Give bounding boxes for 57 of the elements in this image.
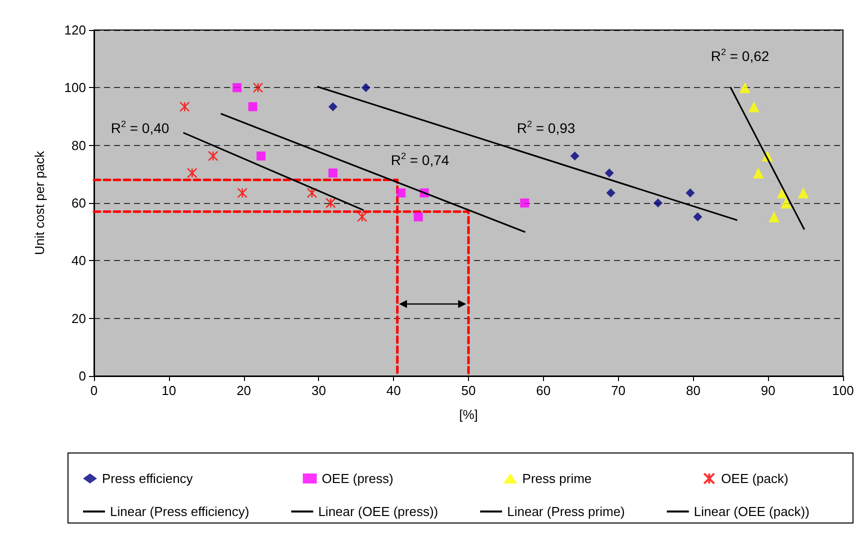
y-tick-label: 80 [72,138,86,153]
point [356,212,368,222]
point [752,168,764,179]
x-tick-label: 70 [611,383,626,398]
x-tick-label: 90 [760,383,776,398]
x-tick-label: 80 [686,383,700,398]
point [739,82,750,94]
legend-label: Press prime [522,471,592,486]
legend-label: Linear (OEE (press)) [318,504,438,519]
x-tick-label: 40 [386,383,401,398]
x-tick-label: 60 [536,383,551,398]
point [748,101,760,112]
x-tick-label: 30 [311,383,326,398]
point [768,211,780,222]
point [252,82,264,93]
point [232,83,242,92]
point [248,102,258,112]
point [256,152,266,160]
point [396,188,406,198]
point [179,102,190,112]
point [686,188,695,198]
legend-label: Press efficiency [102,471,194,486]
legend-label: OEE (pack) [721,471,788,486]
x-axis-title: [%] [459,407,478,422]
point [414,212,423,222]
x-tick-label: 50 [461,383,476,398]
point [693,212,702,222]
y-tick-label: 40 [72,253,86,268]
point [798,187,809,198]
y-tick-label: 60 [72,196,86,210]
legend-label: Linear (Press efficiency) [110,504,250,519]
x-tick-label: 0 [90,383,98,398]
legend-label: OEE (press) [322,471,394,486]
point [520,198,530,208]
point [208,150,218,162]
point [653,198,662,208]
y-tick-label: 20 [72,310,86,326]
point [328,102,338,112]
point [328,168,338,178]
y-tick-label: 100 [64,80,86,96]
point [780,198,792,208]
y-axis-title: Unit cost per pack [32,150,47,256]
x-tick-label: 20 [236,383,252,398]
legend-label: Linear (Press prime) [507,504,625,519]
point [570,152,580,160]
legend-label: Linear (OEE (pack)) [694,504,810,519]
x-tick-label: 10 [162,383,176,398]
point [237,188,248,198]
point [326,198,336,208]
x-tick-label: 100 [832,383,854,398]
y-tick-label: 120 [64,22,86,38]
point [606,188,616,198]
y-tick-label: 0 [78,368,86,384]
point [186,168,198,178]
point [361,83,370,92]
point [306,188,318,198]
point [604,168,614,178]
